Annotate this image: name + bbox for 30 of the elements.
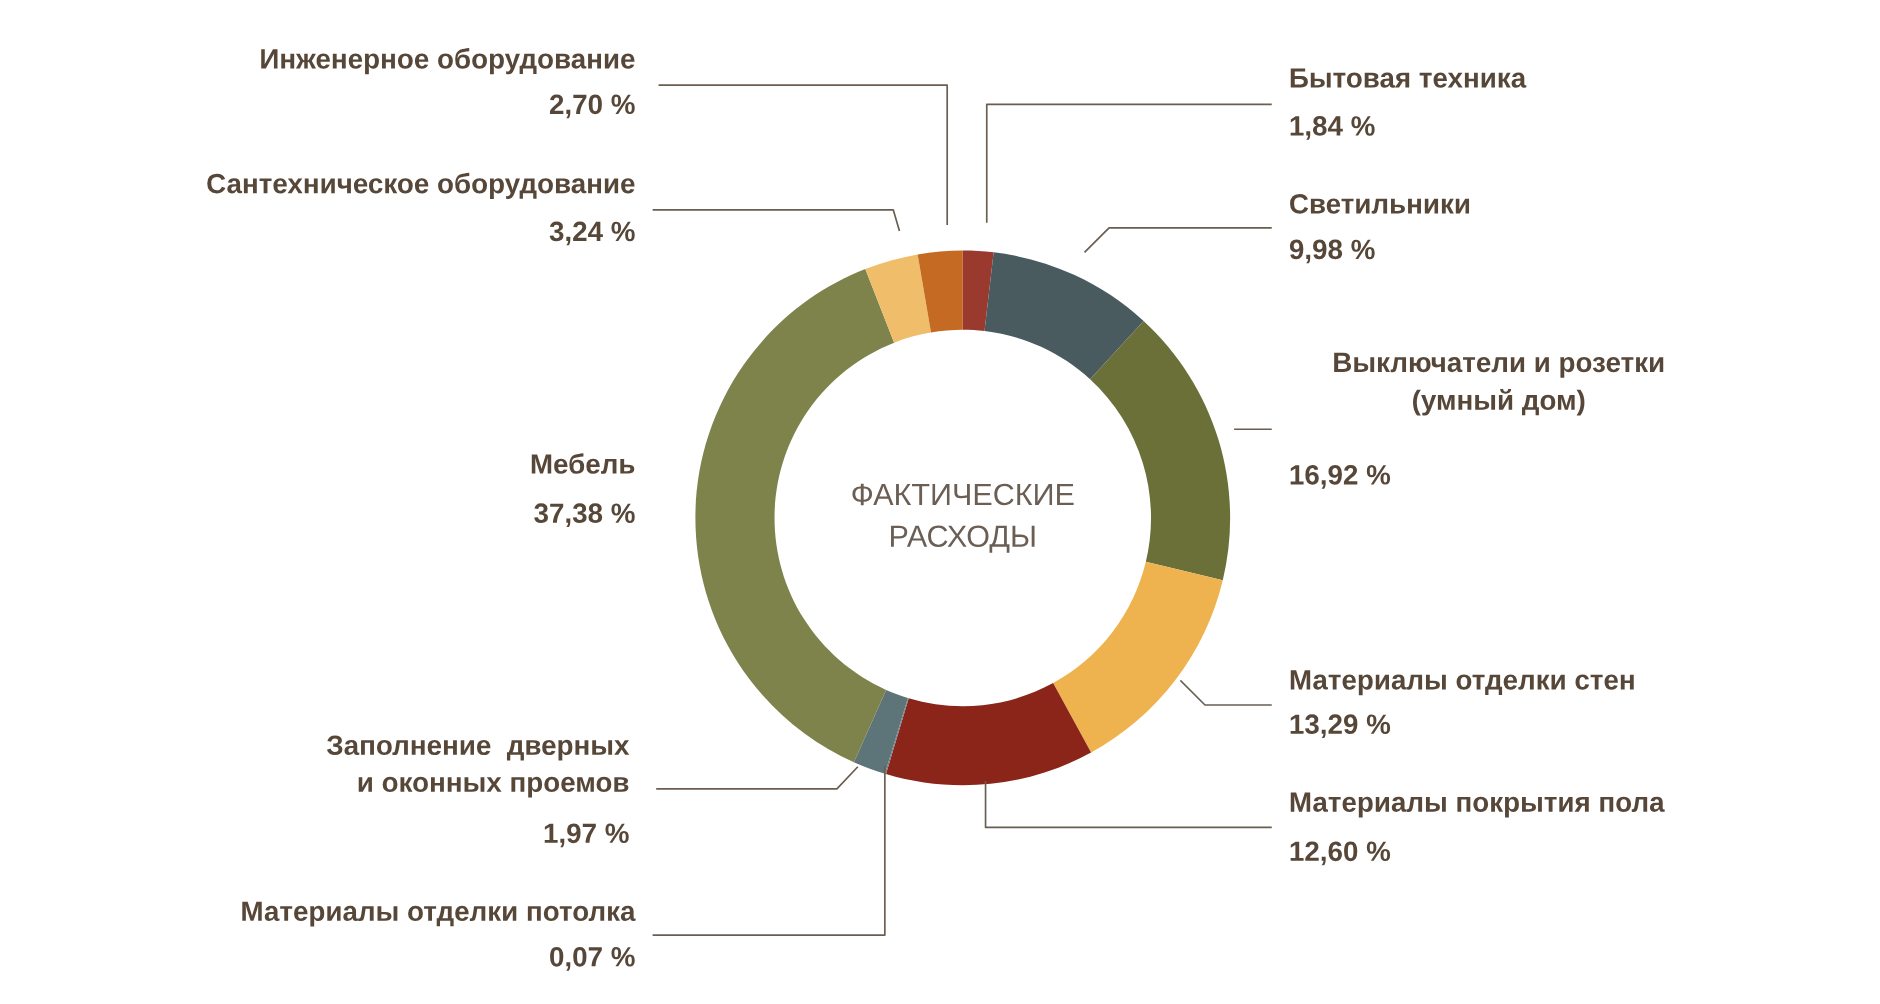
donut-slice (865, 254, 931, 343)
slice-label: Заполнение дверных и оконных проемов (326, 735, 630, 798)
donut-slice (1053, 561, 1223, 753)
data-label: 2,70 % (549, 94, 635, 119)
donut-slice (884, 698, 909, 775)
data-label: 12,60 % (1290, 841, 1391, 866)
slice-label: Материалы покрытия пола (1290, 792, 1665, 818)
slice-label: Сантехническое оборудование (207, 172, 635, 199)
slice-label: Бытовая техника (1290, 68, 1527, 88)
slice-label: Материалы отделки стен (1290, 670, 1634, 696)
text: ФАКТИЧЕСКИЕ РАСХОДЫ (852, 483, 1074, 553)
data-label: 1,97 % (544, 823, 629, 848)
donut-slice (1090, 321, 1231, 581)
slice-label: Материалы отделки потолка (242, 901, 636, 927)
donut-slice (984, 252, 1144, 380)
slice-label: Инженерное оборудование (261, 48, 635, 75)
data-label: 3,24 % (549, 221, 635, 246)
data-label: 37,38 % (534, 503, 635, 528)
data-label: 13,29 % (1290, 714, 1391, 739)
donut-slice (917, 250, 963, 333)
donut-slice (886, 683, 1092, 786)
donut-slice (962, 250, 994, 331)
data-label: 9,98 % (1289, 239, 1375, 264)
data-label: 0,07 % (550, 946, 635, 971)
slice-label: Мебель (531, 453, 635, 474)
donut-slice (853, 689, 908, 774)
slice-label: Светильники (1290, 194, 1470, 214)
data-label: 1,84 % (1290, 116, 1375, 140)
slice-label: Выключатели и розетки (умный дом) (1334, 352, 1664, 416)
data-label: 16,92 % (1290, 464, 1391, 489)
